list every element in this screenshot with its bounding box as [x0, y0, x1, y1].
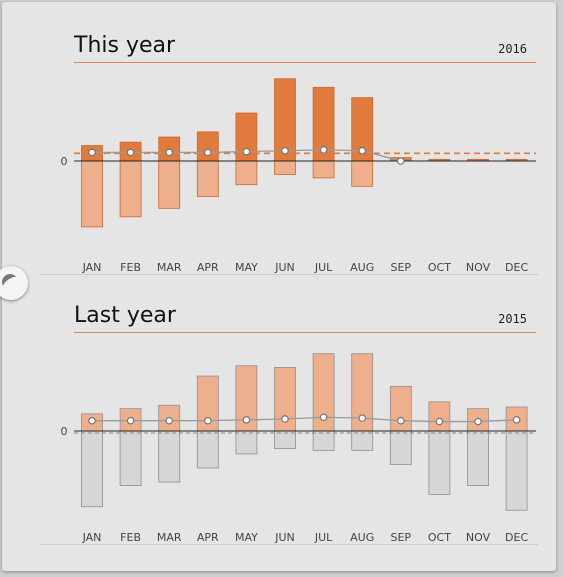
month-label-apr: APR: [197, 261, 219, 274]
positive-bar-oct: [428, 401, 451, 432]
trend-line: [92, 416, 517, 423]
last-year-title: Last year: [74, 303, 176, 328]
month-label-feb: FEB: [120, 261, 141, 274]
trend-point-may: [242, 416, 251, 424]
half-circle-toggle-icon[interactable]: [0, 266, 28, 300]
negative-bar-apr: [196, 430, 219, 469]
trend-point-jun: [281, 146, 289, 155]
month-label-mar: MAR: [157, 531, 182, 544]
month-label-dec: DEC: [505, 261, 528, 274]
negative-bar-jun: [274, 430, 296, 450]
last-year-label: 2015: [498, 312, 527, 326]
dashboard-panel: This year 2016 0 JAN FEB MAR APR MAY JUN JUL AUG…: [2, 2, 556, 571]
month-label-nov: NOV: [466, 531, 491, 544]
negative-bar-aug: [351, 160, 374, 187]
zero-label: 0: [61, 155, 68, 168]
trend-point-oct: [435, 417, 444, 426]
month-label-nov: NOV: [466, 261, 491, 274]
negative-bar-jul: [312, 430, 335, 451]
trend-point-aug: [358, 414, 367, 422]
negative-bar-may: [235, 430, 258, 455]
positive-bar-apr: [196, 131, 219, 162]
negative-bar-nov: [467, 430, 489, 486]
month-label-oct: OCT: [428, 531, 451, 544]
negative-bar-oct: [428, 430, 451, 495]
month-label-jun: JUN: [274, 261, 295, 274]
negative-bar-jan: [81, 430, 103, 508]
negative-bar-apr: [196, 160, 219, 197]
trend-point-jul: [319, 413, 328, 422]
last-year-bottom-rule: [40, 544, 538, 545]
trend-point-mar: [165, 148, 174, 157]
this-year-chart: 0 JAN FEB MAR APR MAY JUN JUL AUG SEP OCT NOV DEC: [61, 78, 536, 274]
toggle-arc-icon: [0, 270, 22, 294]
this-year-title: This year: [74, 33, 176, 58]
negative-bar-jul: [312, 160, 335, 179]
this-year-label: 2016: [498, 42, 527, 56]
this-year-title-rule: [74, 62, 536, 63]
month-label-aug: AUG: [350, 261, 374, 274]
month-label-jul: JUL: [314, 531, 333, 544]
negative-bar-may: [235, 160, 258, 186]
month-label-aug: AUG: [350, 531, 374, 544]
trend-point-sep: [396, 416, 405, 425]
this-year-bottom-rule: [40, 274, 538, 275]
negative-bar-feb: [119, 430, 142, 486]
trend-point-apr: [204, 416, 212, 425]
month-label-sep: SEP: [391, 261, 412, 274]
negative-bar-mar: [158, 430, 181, 483]
trend-point-mar: [165, 416, 174, 425]
month-label-jun: JUN: [274, 531, 295, 544]
month-label-dec: DEC: [505, 531, 528, 544]
month-label-feb: FEB: [120, 531, 141, 544]
month-label-may: MAY: [235, 261, 258, 274]
trend-point-feb: [126, 416, 135, 425]
trend-point-jan: [88, 148, 96, 157]
trend-point-jun: [281, 415, 289, 423]
negative-bar-mar: [158, 160, 181, 209]
zero-label: 0: [61, 425, 68, 438]
month-label-jul: JUL: [314, 261, 333, 274]
trend-point-sep: [396, 157, 405, 165]
trend-point-may: [242, 147, 251, 156]
trend-point-nov: [474, 417, 482, 426]
trend-point-jul: [319, 146, 328, 154]
negative-bar-sep: [389, 430, 412, 465]
last-year-chart: 0 JAN FEB MAR APR MAY JUN JUL AUG SEP OCT NOV DEC: [61, 353, 536, 544]
negative-bar-jun: [274, 160, 296, 175]
month-label-oct: OCT: [428, 261, 451, 274]
trend-point-feb: [126, 148, 135, 157]
negative-bar-dec: [505, 430, 528, 511]
month-label-sep: SEP: [391, 531, 412, 544]
negative-bar-jan: [81, 160, 103, 228]
trend-point-dec: [512, 416, 521, 424]
trend-point-apr: [204, 148, 212, 157]
month-label-mar: MAR: [157, 261, 182, 274]
month-label-jan: JAN: [82, 531, 102, 544]
month-label-apr: APR: [197, 531, 219, 544]
negative-bar-aug: [351, 430, 374, 451]
negative-bar-feb: [119, 160, 142, 218]
last-year-title-rule: [74, 332, 536, 333]
trend-point-aug: [358, 146, 367, 155]
month-label-may: MAY: [235, 531, 258, 544]
month-label-jan: JAN: [82, 261, 102, 274]
trend-point-jan: [88, 416, 96, 425]
